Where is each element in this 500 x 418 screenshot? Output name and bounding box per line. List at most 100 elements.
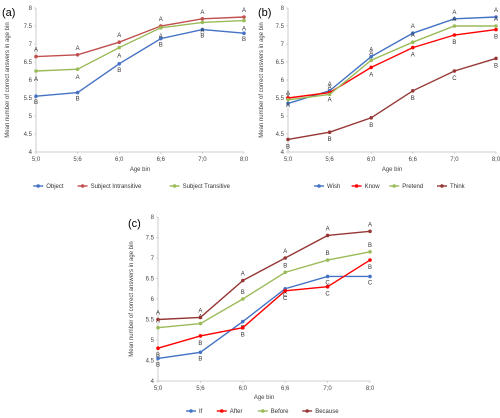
y-tick-label: 6.5 [276,60,285,66]
y-tick-label: 6.5 [24,60,33,66]
y-tick-label: 5.5 [276,96,285,102]
data-point [286,137,290,142]
data-point [241,319,245,324]
legend-item: Object [33,184,64,190]
data-label: C [283,296,288,302]
data-point [368,250,372,254]
data-point [452,17,457,21]
x-tick-label: 5;0 [32,157,41,163]
data-label: B [156,353,160,359]
data-label: A [34,77,38,83]
x-tick-label: 8;0 [492,157,500,163]
data-point [241,278,245,283]
x-tick-label: 6;0 [115,157,124,163]
y-tick-label: 5.5 [24,96,33,102]
data-label: B [156,362,160,368]
data-point [200,20,205,25]
data-point [156,346,160,351]
x-axis-label: Age bin [130,167,150,173]
legend-swatch-marker [392,184,397,188]
y-tick-label: 8 [151,215,155,221]
data-label: A [326,226,330,232]
data-label: B [452,40,456,46]
legend-swatch-marker [189,409,193,413]
data-label: A [242,8,246,14]
series-line [157,275,370,360]
data-label: B [494,63,498,69]
data-point [75,53,80,57]
data-label: B [242,37,246,43]
series-object: B B B B B B [34,27,246,106]
y-tick-label: 4 [151,379,155,385]
series-line [287,25,496,101]
data-label: A [369,51,373,57]
data-point [198,315,203,320]
series-line [287,16,497,105]
y-tick-label: 4.5 [146,359,155,365]
data-point [117,62,121,66]
chart-panel-1: (a) 4 4.5 5 5.5 6 6.5 7 7.5 8 5;0 5;6 6;0 6;6 7;0 8;0 Ag… [2,6,249,190]
data-point [156,325,160,330]
y-tick-label: 6 [151,297,155,303]
legend-swatch-marker [36,184,40,188]
data-label: C [368,280,373,286]
series-think: B B B B C B [286,56,498,150]
legend-item: Subject Intransitive [77,184,142,190]
legend-swatch-marker [220,409,224,413]
y-tick-label: 4 [281,150,285,156]
y-tick-label: 4.5 [24,132,33,138]
data-point [283,289,288,293]
x-tick-label: 6;6 [157,157,166,163]
data-label: B [368,243,372,249]
data-point [200,17,205,21]
data-label: A [452,17,456,23]
data-label: B [200,34,204,40]
y-tick-label: 8 [29,6,33,12]
data-label: B [198,356,202,362]
data-point [159,36,163,41]
legend: Object Subject Intransitive Subject Transi… [33,184,231,190]
legend-label: Because [315,409,339,415]
panel-label: (a) [2,7,15,19]
legend-label: Pretend [402,184,423,190]
legend-label: Subject Transitive [183,184,231,190]
data-point [34,54,38,59]
y-tick-label: 5 [281,114,285,120]
legend-label: Wish [327,184,340,190]
x-tick-label: 6;6 [409,157,418,163]
data-point [325,258,330,262]
legend-item: Subject Transitive [169,184,231,190]
x-tick-label: 5;0 [284,157,293,163]
x-tick-label: 7;0 [450,157,459,163]
data-point [283,270,288,275]
data-point [242,18,246,23]
data-point [198,321,203,326]
data-point [286,101,290,106]
data-point [325,284,330,289]
series-if: BBBCCC [156,274,373,368]
data-label: C [283,293,288,299]
data-label: A [76,75,80,81]
series-line [35,16,245,58]
legend-item: If [186,409,203,415]
y-tick-label: 7.5 [146,236,155,242]
data-point [198,334,203,338]
data-label: A [159,17,163,23]
data-label: A [369,48,373,54]
data-point [369,65,374,70]
data-point [34,69,38,73]
data-point [75,90,80,95]
x-tick-label: 5;6 [196,386,205,392]
data-point [369,116,374,120]
y-tick-label: 8 [281,6,285,12]
legend-item: Pretend [389,184,423,190]
data-label: A [156,319,160,325]
data-point [241,297,245,301]
data-label: B [117,68,121,74]
data-label: A [411,24,415,30]
legend-swatch-marker [80,184,85,188]
data-point [241,325,245,330]
legend-label: Before [271,409,289,415]
